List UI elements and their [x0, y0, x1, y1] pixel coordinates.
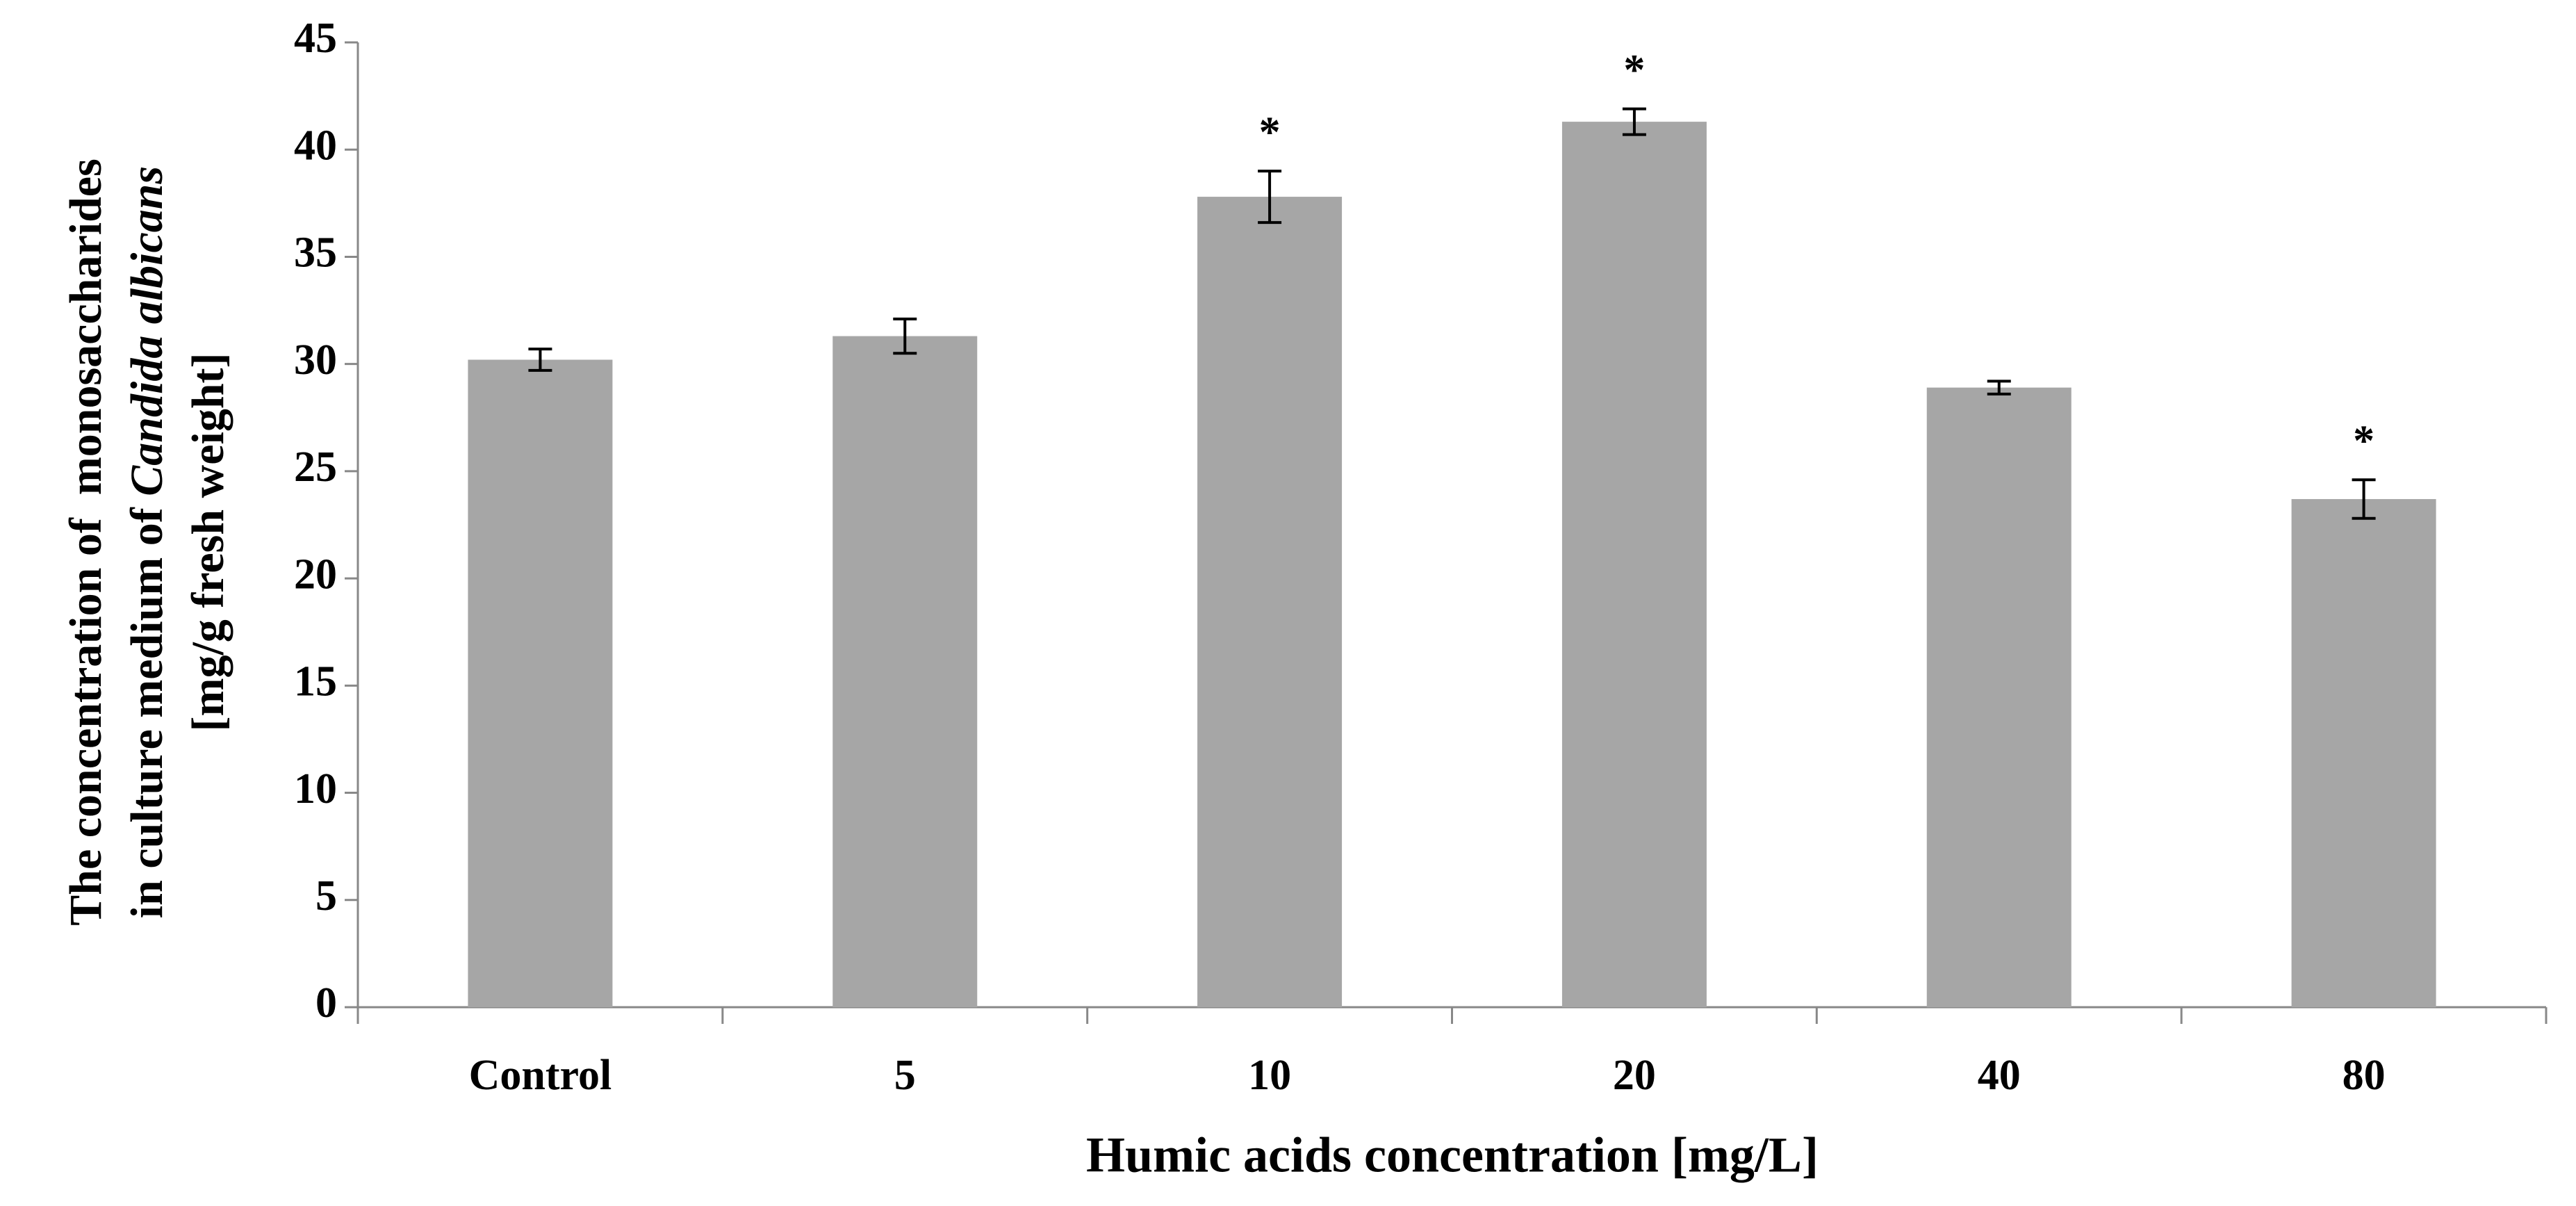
- error-bar: [1987, 380, 2011, 396]
- bar: [2291, 498, 2436, 1007]
- significance-marker: *: [2353, 417, 2374, 464]
- y-tick-label: 10: [294, 765, 337, 813]
- y-title-part: in culture medium of: [122, 496, 172, 918]
- x-axis-title: Humic acids concentration [mg/L]: [1086, 1127, 1819, 1183]
- error-bar: [2352, 478, 2376, 520]
- y-title-italic: Candida albicans: [122, 166, 172, 496]
- y-tick-label: 0: [315, 979, 337, 1027]
- error-bar: [528, 348, 552, 372]
- x-tick-label: 20: [1613, 1052, 1656, 1099]
- bar: [468, 359, 613, 1007]
- bar: [832, 336, 978, 1008]
- y-tick-label: 35: [294, 229, 337, 277]
- y-tick-label: 45: [294, 15, 337, 62]
- y-title-line: The concentration of monosaccharides: [60, 158, 111, 926]
- significance-marker: *: [1623, 47, 1645, 94]
- bar: [1197, 197, 1343, 1008]
- x-tick-label: Control: [469, 1052, 612, 1099]
- y-tick-label: 5: [315, 872, 337, 920]
- y-title-line: [mg/g fresh weight]: [183, 352, 233, 731]
- x-tick-label: 40: [1978, 1052, 2021, 1099]
- y-tick-label: 40: [294, 122, 337, 169]
- x-tick-label: 10: [1248, 1052, 1291, 1099]
- y-axis-title: The concentration of monosaccharides in …: [60, 158, 233, 926]
- bar: [1561, 122, 1707, 1007]
- error-bar: [1622, 107, 1646, 136]
- bar: [1926, 387, 2072, 1007]
- y-tick-label: 20: [294, 551, 337, 598]
- error-bar: [1258, 170, 1282, 225]
- error-bar: [893, 317, 917, 355]
- y-tick-label: 25: [294, 443, 337, 491]
- significance-marker: *: [1259, 108, 1281, 156]
- y-tick-label: 30: [294, 336, 337, 384]
- y-title-line: in culture medium of Candida albicans: [122, 166, 172, 918]
- y-tick-label: 15: [294, 658, 337, 706]
- x-tick-label: 80: [2343, 1052, 2386, 1099]
- x-tick-label: 5: [894, 1052, 916, 1099]
